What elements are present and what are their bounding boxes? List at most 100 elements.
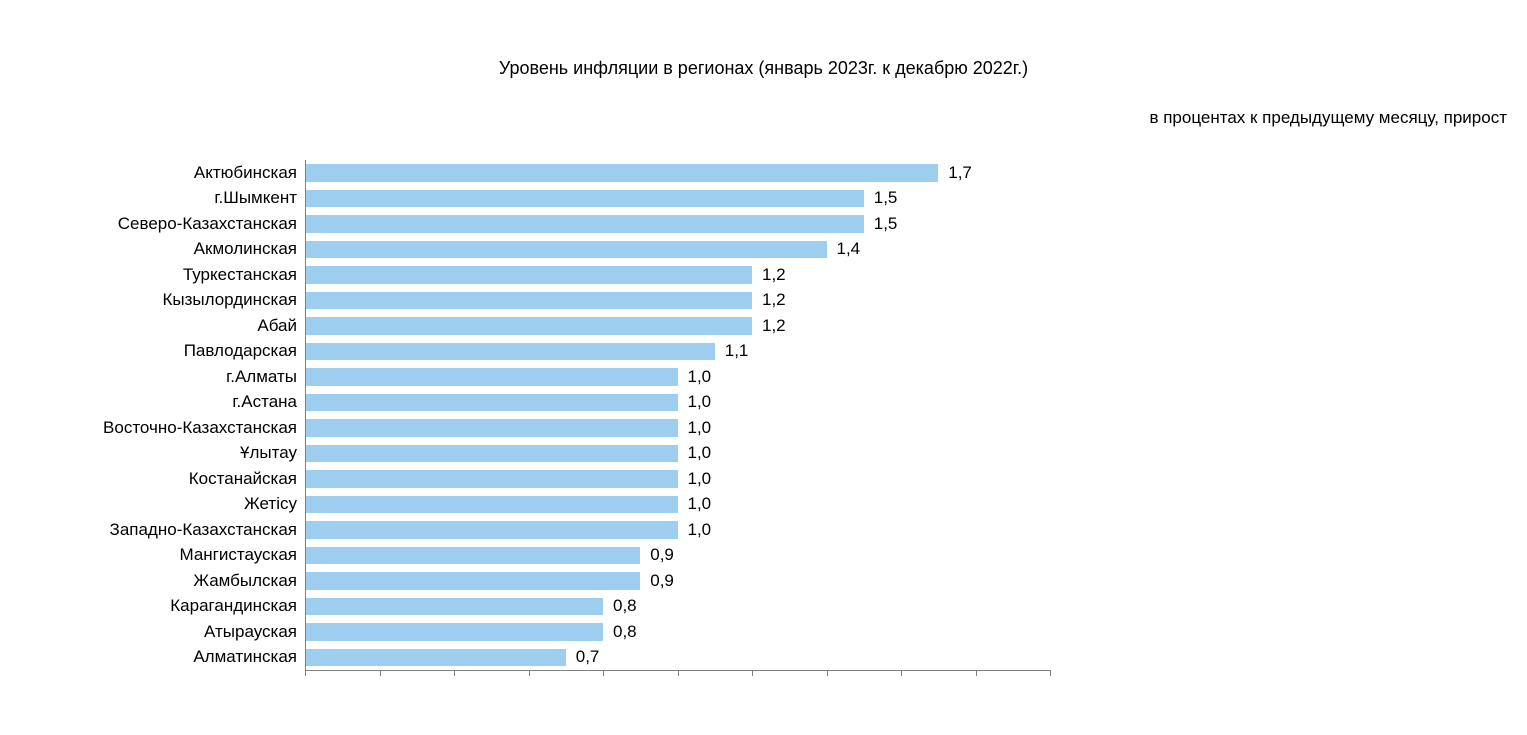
category-label: Западно-Казахстанская [80,520,305,540]
category-label: Туркестанская [80,265,305,285]
value-label: 1,2 [752,265,786,285]
bar-zone: 1,7 [305,160,1050,186]
x-tick [454,670,455,676]
category-label: Актюбинская [80,163,305,183]
category-label: Жетісу [80,494,305,514]
bar [305,317,752,335]
value-label: 0,9 [640,545,674,565]
bar-row: г.Шымкент 1,5 [80,186,1050,212]
y-axis-line [305,160,306,671]
value-label: 0,7 [566,647,600,667]
bar-zone: 0,8 [305,619,1050,645]
category-label: Алматинская [80,647,305,667]
category-label: Акмолинская [80,239,305,259]
category-label: Восточно-Казахстанская [80,418,305,438]
x-tick [752,670,753,676]
x-tick [1050,670,1051,676]
bar [305,649,566,667]
category-label: г.Алматы [80,367,305,387]
x-tick [901,670,902,676]
bar [305,419,678,437]
value-label: 1,4 [827,239,861,259]
bar-row: Акмолинская 1,4 [80,237,1050,263]
bar-row: Павлодарская1,1 [80,339,1050,365]
value-label: 0,8 [603,622,637,642]
bar [305,547,640,565]
bar-row: Карагандинская0,8 [80,594,1050,620]
bar [305,292,752,310]
bar [305,215,864,233]
bar-row: г.Алматы 1,0 [80,364,1050,390]
chart-title: Уровень инфляции в регионах (январь 2023… [0,0,1527,79]
x-tick [380,670,381,676]
value-label: 1,0 [678,520,712,540]
chart-subtitle: в процентах к предыдущему месяцу, прирос… [1149,108,1507,128]
category-label: Карагандинская [80,596,305,616]
value-label: 1,7 [938,163,972,183]
bar-zone: 1,2 [305,288,1050,314]
bar-zone: 1,2 [305,313,1050,339]
bar-row: Туркестанская 1,2 [80,262,1050,288]
bar-row: Ұлытау 1,0 [80,441,1050,467]
bar-row: Костанайская1,0 [80,466,1050,492]
bar-zone: 1,0 [305,492,1050,518]
bar [305,343,715,361]
value-label: 1,5 [864,214,898,234]
bar [305,521,678,539]
bar-row: Западно-Казахстанская 1,0 [80,517,1050,543]
x-tick [305,670,306,676]
bar [305,241,827,259]
value-label: 1,0 [678,494,712,514]
bar-row: Мангистауская 0,9 [80,543,1050,569]
bar [305,623,603,641]
category-label: Жамбылская [80,571,305,591]
bar [305,445,678,463]
category-label: Мангистауская [80,545,305,565]
bar-row: Северо-Казахстанская1,5 [80,211,1050,237]
category-label: Костанайская [80,469,305,489]
value-label: 1,0 [678,392,712,412]
bar [305,368,678,386]
bar-row: Алматинская 0,7 [80,645,1050,671]
value-label: 1,2 [752,316,786,336]
category-label: Абай [80,316,305,336]
bar-zone: 0,9 [305,543,1050,569]
bar-zone: 1,0 [305,441,1050,467]
bar [305,190,864,208]
bar-row: Жамбылская 0,9 [80,568,1050,594]
value-label: 1,0 [678,443,712,463]
bar [305,394,678,412]
bar-zone: 0,8 [305,594,1050,620]
bar-row: Жетісу 1,0 [80,492,1050,518]
value-label: 1,2 [752,290,786,310]
bar-zone: 1,2 [305,262,1050,288]
category-label: Ұлытау [80,443,305,463]
bar-row: Абай 1,2 [80,313,1050,339]
bar [305,164,938,182]
category-label: Кызылординская [80,290,305,310]
bar-zone: 1,0 [305,390,1050,416]
bar [305,470,678,488]
value-label: 1,5 [864,188,898,208]
x-tick [603,670,604,676]
bar-zone: 1,0 [305,415,1050,441]
bar-zone: 1,5 [305,211,1050,237]
value-label: 1,0 [678,367,712,387]
x-tick [976,670,977,676]
bar [305,266,752,284]
category-label: Атырауская [80,622,305,642]
bar-row: Кызылординская 1,2 [80,288,1050,314]
bar-zone: 1,0 [305,364,1050,390]
category-label: г.Шымкент [80,188,305,208]
bar [305,496,678,514]
category-label: Павлодарская [80,341,305,361]
bar-row: Актюбинская 1,7 [80,160,1050,186]
bar-zone: 1,1 [305,339,1050,365]
bar-zone: 1,0 [305,517,1050,543]
bar-zone: 1,5 [305,186,1050,212]
chart-area: Актюбинская1,7г.Шымкент1,5Северо-Казахст… [80,160,1050,670]
bar-zone: 0,9 [305,568,1050,594]
bar-row: Атырауская 0,8 [80,619,1050,645]
value-label: 0,9 [640,571,674,591]
bar-zone: 1,4 [305,237,1050,263]
